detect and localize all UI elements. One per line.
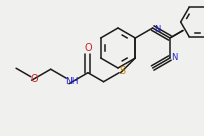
Text: N: N: [171, 52, 177, 61]
Text: NH: NH: [65, 77, 79, 86]
Text: O: O: [84, 43, 91, 53]
Text: O: O: [30, 74, 38, 84]
Text: N: N: [153, 24, 160, 33]
Text: S: S: [119, 66, 125, 76]
